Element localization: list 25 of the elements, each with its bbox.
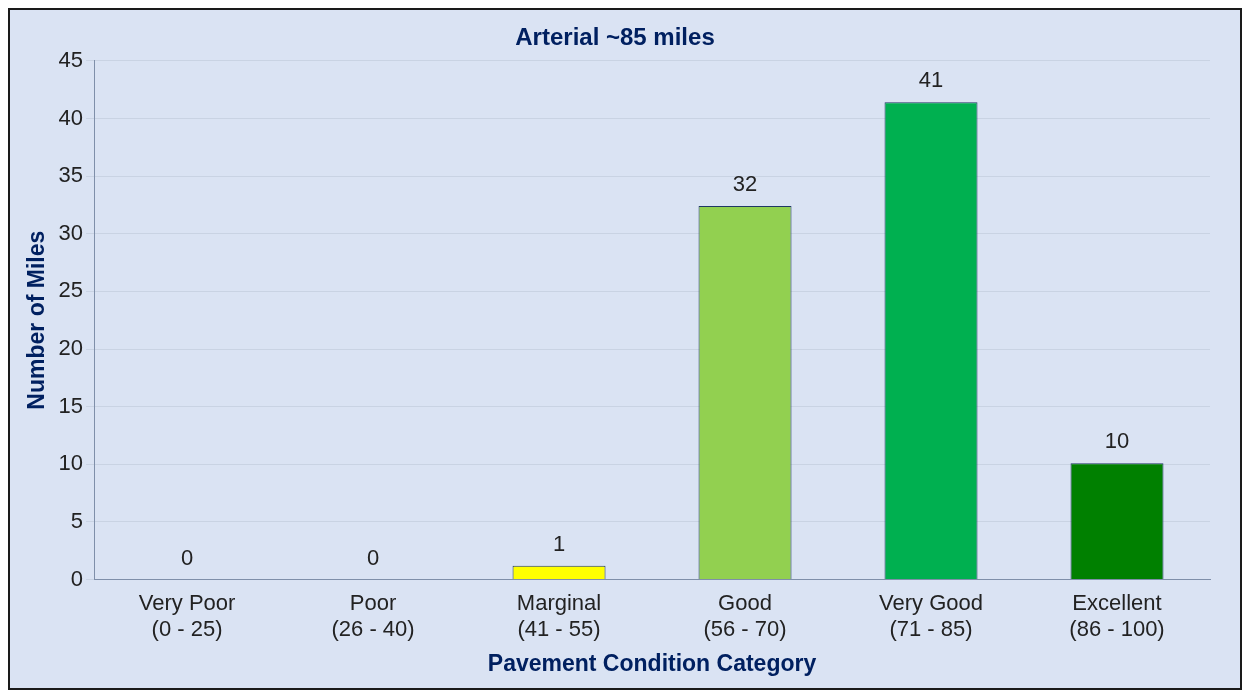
- y-tick-label: 20: [58, 335, 84, 361]
- data-label: 32: [732, 171, 758, 197]
- x-tick-label: Marginal (41 - 55): [516, 589, 602, 642]
- y-tick-label: 10: [58, 450, 84, 476]
- data-label: 0: [366, 544, 380, 570]
- x-tick-label: Very Good (71 - 85): [879, 589, 983, 642]
- x-tick-label: Excellent (86 - 100): [1069, 589, 1165, 642]
- x-axis-title: Pavement Condition Category: [487, 649, 817, 676]
- y-tick-label: 0: [70, 565, 84, 591]
- y-tick-label: 45: [58, 46, 84, 72]
- y-axis-title: Number of Miles: [23, 230, 50, 410]
- data-label: 1: [552, 530, 566, 556]
- y-tick-label: 35: [58, 162, 84, 188]
- y-tick-label: 40: [58, 104, 84, 130]
- x-tick-label: Poor (26 - 40): [331, 589, 415, 642]
- x-tick-label: Good (56 - 70): [703, 589, 787, 642]
- data-label: 10: [1104, 428, 1130, 454]
- y-tick-label: 5: [70, 508, 84, 534]
- x-tick-label: Very Poor (0 - 25): [138, 589, 236, 642]
- y-tick-label: 15: [58, 392, 84, 418]
- y-tick-label: 25: [58, 277, 84, 303]
- data-label: 0: [180, 544, 194, 570]
- y-tick-label: 30: [58, 219, 84, 245]
- data-label: 41: [918, 67, 944, 93]
- chart-title: Arterial ~85 miles: [515, 23, 715, 51]
